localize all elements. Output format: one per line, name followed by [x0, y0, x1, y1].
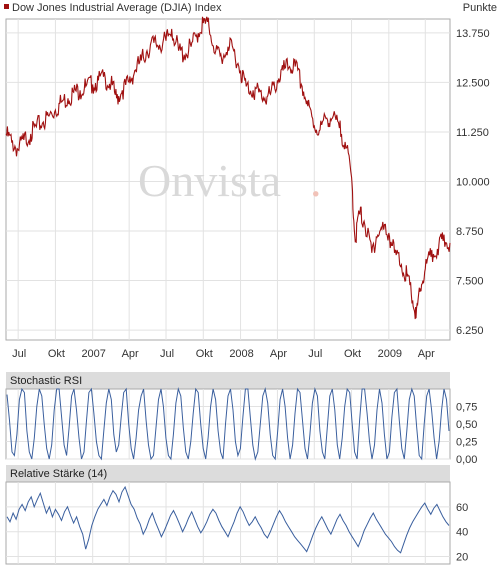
price-x-ticks: Jul Okt 2007 Apr Jul Okt 2008 Apr Jul Okt 2009 Apr	[12, 348, 435, 360]
price-x-tick-label: 2008	[229, 348, 253, 360]
price-watermark: Onvista .	[138, 155, 322, 206]
price-x-tick-label: Apr	[270, 348, 287, 360]
stochrsi-y-tick-label: 0,75	[456, 402, 477, 414]
price-x-tick-label: Okt	[48, 348, 65, 360]
price-y-tick-label: 8.750	[456, 226, 484, 238]
price-y-tick-label: 12.500	[456, 77, 490, 89]
price-y-tick-label: 13.750	[456, 28, 490, 40]
rsi-series	[6, 485, 450, 554]
rsi-y-tick-label: 40	[456, 527, 468, 539]
rsi-y-tick-label: 60	[456, 502, 468, 514]
unit-label: Punkte	[463, 2, 497, 14]
price-y-tick-label: 10.000	[456, 176, 490, 188]
stochrsi-y-tick-label: 0,25	[456, 437, 477, 449]
price-x-tick-label: 2007	[81, 348, 105, 360]
price-y-tick-label: 6.250	[456, 325, 484, 337]
rsi-line	[6, 485, 450, 554]
stochrsi-header	[6, 372, 450, 389]
price-x-tick-label: Jul	[12, 348, 26, 360]
rsi-panel	[5, 481, 451, 565]
price-y-ticks: 6.250 7.500 8.750 10.000 11.250 12.500 13.750	[456, 28, 490, 337]
price-y-tick-label: 11.250	[456, 127, 489, 139]
watermark-dot: .	[310, 155, 322, 206]
rsi-header	[6, 465, 450, 482]
rsi-grid	[6, 482, 450, 564]
stochrsi-y-ticks: 0,00 0,25 0,50 0,75	[456, 402, 477, 467]
price-x-tick-label: Okt	[196, 348, 213, 360]
watermark-text: Onvista	[138, 155, 281, 206]
rsi-y-ticks: 20 40 60	[456, 502, 468, 564]
price-series	[5, 16, 451, 320]
price-x-tick-label: Jul	[308, 348, 322, 360]
price-x-tick-label: 2009	[378, 348, 402, 360]
rsi-title: Relative Stärke (14)	[10, 468, 107, 480]
price-x-tick-label: Apr	[122, 348, 139, 360]
stochrsi-line	[6, 387, 450, 461]
price-y-tick-label: 7.500	[456, 276, 484, 288]
price-line	[5, 16, 451, 320]
rsi-y-tick-label: 20	[456, 552, 468, 564]
stochrsi-series	[6, 387, 450, 461]
price-x-tick-label: Apr	[418, 348, 435, 360]
stochrsi-title: Stochastic RSI	[10, 375, 82, 387]
stochrsi-y-tick-label: 0,50	[456, 419, 477, 431]
stochrsi-y-tick-label: 0,00	[456, 454, 477, 466]
price-x-tick-label: Okt	[344, 348, 361, 360]
price-panel	[5, 18, 451, 341]
price-x-tick-label: Jul	[160, 348, 174, 360]
chart-title: Dow Jones Industrial Average (DJIA) Inde…	[12, 2, 222, 14]
legend-swatch	[4, 4, 9, 9]
